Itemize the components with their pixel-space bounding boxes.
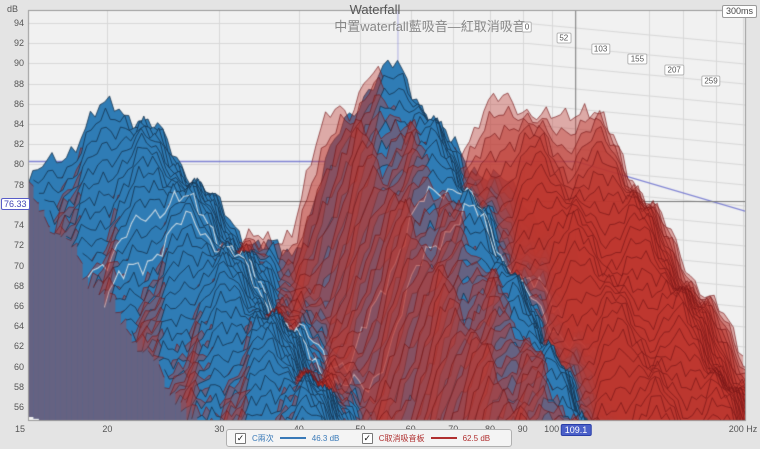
db-tick-label: 70 <box>13 260 24 271</box>
db-tick-label: 60 <box>13 361 24 372</box>
time-tick-label: 207 <box>664 64 684 76</box>
legend-checkbox[interactable]: ✓ <box>361 432 373 444</box>
plot-subtitle: 中置waterfall藍吸音—紅取消吸音 <box>334 19 526 34</box>
db-tick-label: 58 <box>13 381 24 392</box>
freq-tick-label: 20 <box>102 424 113 434</box>
legend-checkbox[interactable]: ✓ <box>235 432 246 444</box>
db-tick-label: 80 <box>13 159 24 170</box>
freq-tick-label: 200 Hz <box>728 424 758 434</box>
time-window-badge: 300ms <box>721 5 757 18</box>
time-tick-label: 52 <box>556 32 572 44</box>
db-tick-label: 94 <box>13 18 24 28</box>
db-tick-label: 88 <box>13 78 24 89</box>
db-tick-label: 56 <box>13 401 24 412</box>
db-tick-label: 84 <box>13 119 24 130</box>
db-tick-label: 72 <box>13 240 24 251</box>
db-tick-label: 74 <box>13 220 24 231</box>
freq-tick-label: 90 <box>517 424 528 434</box>
db-tick-label: 92 <box>13 38 24 49</box>
db-tick-label: 62 <box>13 341 24 352</box>
legend-item: ✓ C取消吸音板 62.5 dB <box>361 432 503 444</box>
db-tick-label: 82 <box>13 139 24 150</box>
time-tick-label: 0 <box>521 21 533 33</box>
legend-series-name: C取消吸音板 <box>378 433 425 443</box>
legend-bar: ✓ C兩次 46.3 dB ✓ C取消吸音板 62.5 dB <box>226 429 512 447</box>
time-tick-label: 259 <box>701 75 721 87</box>
db-tick-label: 66 <box>13 300 24 311</box>
db-axis-unit-label: dB <box>7 4 19 14</box>
time-tick-label: 155 <box>627 53 648 65</box>
cursor-db-readout: 76.33 <box>1 198 30 210</box>
legend-line-sample <box>430 437 457 439</box>
db-tick-label: 68 <box>13 280 24 291</box>
db-tick-label: 86 <box>13 98 24 109</box>
legend-series-name: C兩次 <box>252 433 274 443</box>
page-title: Waterfall <box>349 2 401 17</box>
db-tick-label: 64 <box>13 321 24 332</box>
legend-item: ✓ C兩次 46.3 dB <box>235 432 352 444</box>
freq-tick-label: 100 <box>544 424 560 434</box>
time-tick-label: 103 <box>590 43 611 55</box>
freq-tick-label: 30 <box>214 424 225 434</box>
legend-cursor-value: 46.3 dB <box>311 433 340 443</box>
db-tick-label: 78 <box>13 179 24 190</box>
legend-line-sample <box>279 437 306 439</box>
db-tick-label: 90 <box>13 58 24 69</box>
legend-cursor-value: 62.5 dB <box>462 433 491 443</box>
cursor-freq-readout: 109.1 <box>560 424 592 436</box>
freq-tick-label: 15 <box>14 424 26 434</box>
